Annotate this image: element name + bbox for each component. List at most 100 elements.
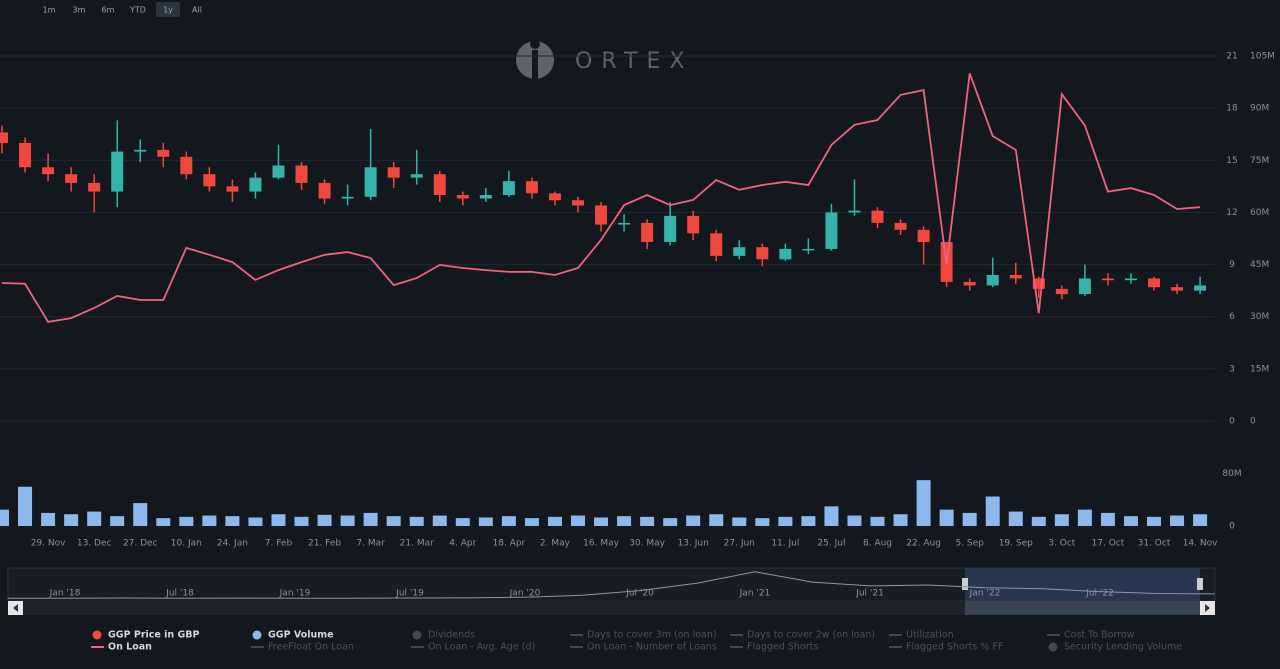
- volume-bar: [640, 516, 655, 526]
- legend-label[interactable]: Days to cover 2w (on loan): [747, 630, 875, 641]
- legend-marker[interactable]: [92, 630, 102, 640]
- x-tick-label: 31. Oct: [1138, 539, 1171, 549]
- volume-bar: [755, 518, 770, 526]
- x-tick-label: 16. May: [583, 539, 619, 549]
- legend-label[interactable]: Security Lending Volume: [1064, 642, 1182, 653]
- volume-bar: [1170, 515, 1185, 526]
- volume-bar: [1100, 512, 1115, 526]
- candle-body: [111, 151, 124, 192]
- candle-body: [525, 181, 538, 194]
- candle-body: [19, 142, 32, 168]
- x-tick-label: 18. Apr: [493, 539, 526, 549]
- legend-marker[interactable]: [252, 630, 262, 640]
- legend-label[interactable]: Cost To Borrow: [1064, 630, 1135, 641]
- legend-label[interactable]: FreeFloat On Loan: [268, 642, 354, 653]
- candle-body: [157, 149, 170, 157]
- volume-bar: [732, 517, 747, 526]
- x-tick-label: 17. Oct: [1092, 539, 1125, 549]
- candle-body: [871, 210, 884, 223]
- candle-body: [848, 210, 861, 213]
- y-tick-label: 0: [1229, 417, 1235, 427]
- legend-label[interactable]: Flagged Shorts: [747, 642, 818, 653]
- range-button[interactable]: YTD: [129, 6, 146, 15]
- candle-body: [687, 215, 700, 234]
- legend-marker[interactable]: [1048, 642, 1058, 652]
- volume-bar: [824, 506, 839, 526]
- navigator-label: Jul '19: [395, 589, 424, 599]
- y-tick-label: 12: [1226, 208, 1237, 218]
- legend-label[interactable]: Flagged Shorts % FF: [906, 642, 1003, 653]
- range-button[interactable]: All: [192, 6, 202, 15]
- x-tick-label: 25. Jul: [817, 539, 845, 549]
- legend-label[interactable]: Dividends: [428, 630, 475, 641]
- legend-marker[interactable]: [412, 630, 422, 640]
- range-button[interactable]: 1y: [163, 6, 173, 15]
- volume-bar: [617, 516, 632, 526]
- range-button[interactable]: 6m: [102, 6, 115, 15]
- range-button-active[interactable]: [156, 2, 180, 17]
- scrollbar-thumb[interactable]: [965, 601, 1200, 615]
- y2-tick-label: 45M: [1250, 260, 1269, 270]
- navigator-handle[interactable]: [1197, 578, 1203, 590]
- candle-body: [42, 167, 55, 175]
- volume-bar: [663, 518, 678, 526]
- volume-bar: [386, 516, 401, 526]
- x-tick-label: 4. Apr: [449, 539, 476, 549]
- volume-bar: [41, 512, 56, 526]
- candle-body: [963, 281, 976, 286]
- candle-body: [0, 132, 8, 143]
- candle-body: [1078, 278, 1091, 295]
- candle-body: [710, 233, 723, 256]
- volume-bar: [64, 514, 79, 526]
- y-tick-label: 3: [1229, 364, 1235, 374]
- range-button[interactable]: 3m: [73, 6, 86, 15]
- navigator-handle[interactable]: [962, 578, 968, 590]
- volume-bar: [594, 517, 609, 526]
- candle-body: [180, 156, 193, 175]
- volume-bar: [363, 512, 378, 526]
- y-tick-label: 6: [1229, 312, 1235, 322]
- volume-bar: [939, 509, 954, 526]
- candle-body: [387, 167, 400, 178]
- volume-bar: [271, 514, 286, 526]
- candle-body: [917, 229, 930, 242]
- candle-body: [1148, 278, 1160, 288]
- legend-label[interactable]: Days to cover 3m (on loan): [587, 630, 717, 641]
- navigator-selection[interactable]: [965, 568, 1200, 601]
- x-tick-label: 3. Oct: [1048, 539, 1075, 549]
- candle-body: [733, 247, 746, 256]
- navigator-line: [7, 571, 1216, 599]
- legend-label[interactable]: Utilization: [906, 630, 954, 641]
- volume-tick-label: 0: [1229, 522, 1235, 532]
- scrollbar: [8, 601, 1215, 615]
- volume-bar: [156, 518, 171, 526]
- candle-body: [203, 174, 216, 187]
- candle-body: [641, 222, 654, 242]
- legend-label[interactable]: On Loan - Avg. Age (d): [428, 642, 535, 653]
- volume-bar: [340, 515, 355, 526]
- y2-tick-label: 105M: [1250, 52, 1275, 62]
- candle-body: [479, 195, 492, 199]
- arrow: [1205, 604, 1210, 612]
- volume-bar: [1193, 514, 1208, 526]
- volume-bar: [686, 515, 701, 526]
- x-tick-label: 27. Jun: [724, 539, 755, 549]
- x-tick-label: 13. Dec: [77, 539, 112, 549]
- legend-label[interactable]: GGP Volume: [268, 630, 334, 641]
- volume-bar: [248, 517, 263, 526]
- navigator-label: Jan '22: [969, 589, 1001, 599]
- volume-bar: [1077, 509, 1092, 526]
- candle-body: [65, 174, 78, 183]
- candle-body: [226, 186, 239, 192]
- x-tick-label: 8. Aug: [863, 539, 892, 549]
- x-tick-label: 27. Dec: [123, 539, 158, 549]
- legend-label[interactable]: On Loan: [108, 642, 152, 653]
- range-button[interactable]: 1m: [43, 6, 56, 15]
- volume-bar: [432, 515, 447, 526]
- volume-bar: [455, 518, 470, 526]
- legend-label[interactable]: GGP Price in GBP: [108, 630, 200, 641]
- legend-label[interactable]: On Loan - Number of Loans: [587, 642, 717, 653]
- candle-body: [272, 165, 285, 178]
- x-tick-label: 2. May: [540, 539, 571, 549]
